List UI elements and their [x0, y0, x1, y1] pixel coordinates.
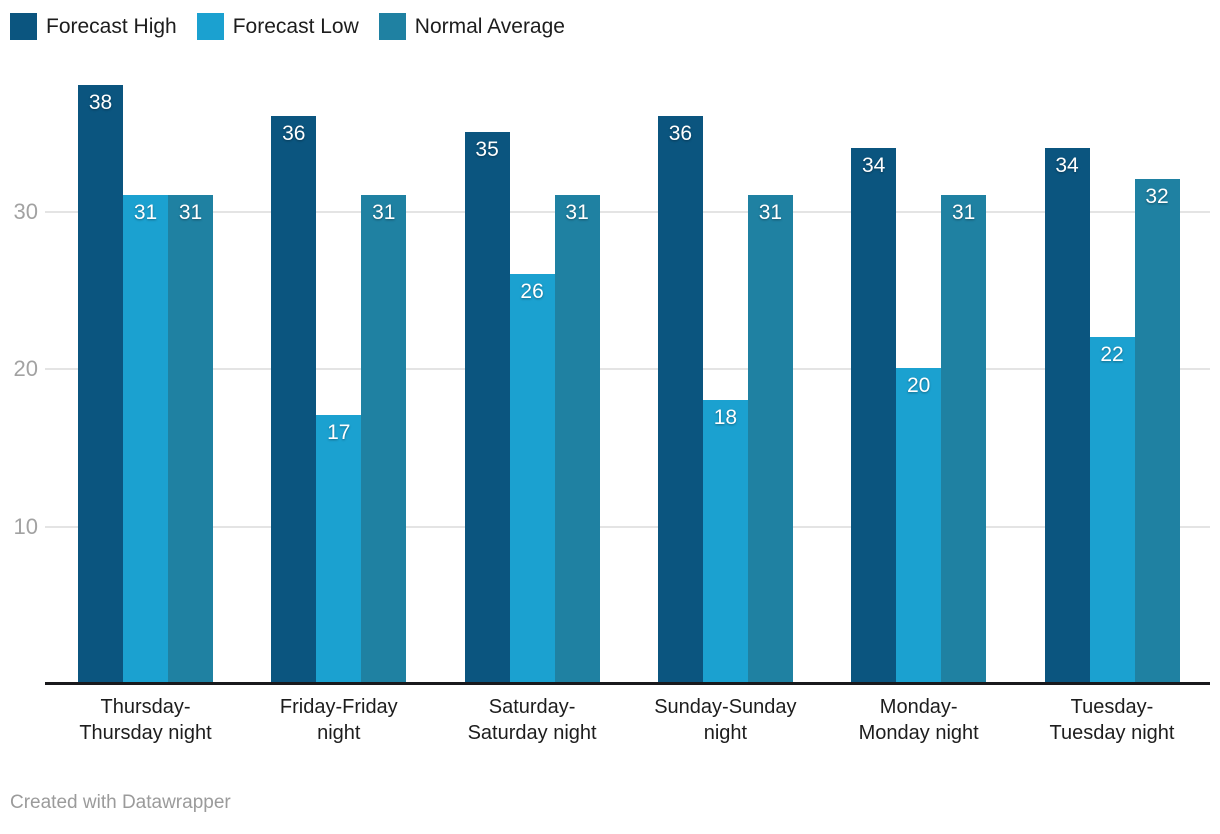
legend-item: Normal Average: [378, 13, 565, 40]
bar-value-label: 32: [1145, 185, 1169, 208]
bar-forecast-high[interactable]: 36: [271, 116, 317, 683]
gridline: [45, 525, 1210, 528]
bar-value-label: 31: [372, 200, 396, 224]
bar-normal-average[interactable]: 31: [554, 194, 600, 683]
bar-value-label: 36: [668, 122, 693, 145]
bar-normal-average[interactable]: 31: [361, 194, 407, 683]
legend-item: Forecast Low: [196, 13, 359, 40]
y-axis-tick-label: 10: [13, 513, 38, 539]
legend-label: Forecast Low: [232, 14, 359, 38]
credit-text: Created with Datawrapper: [10, 792, 231, 813]
bar-normal-average[interactable]: 31: [747, 194, 793, 683]
legend-swatch-icon: [378, 13, 406, 40]
bar-forecast-high[interactable]: 38: [78, 84, 123, 683]
bar-normal-average[interactable]: 31: [941, 194, 987, 683]
x-axis-label: Sunday-Sunday night: [654, 696, 797, 744]
x-axis-label: Tuesday- Tuesday night: [1049, 696, 1175, 744]
legend-label: Forecast High: [46, 14, 177, 38]
bar-value-label: 20: [907, 374, 931, 397]
bar-value-label: 31: [952, 200, 976, 224]
bar-value-label: 22: [1100, 342, 1124, 366]
bar-forecast-low[interactable]: 20: [896, 368, 942, 683]
bar-value-label: 36: [282, 122, 306, 145]
bar-normal-average[interactable]: 31: [168, 194, 213, 683]
legend-swatch-icon: [10, 13, 37, 40]
bar-forecast-low[interactable]: 31: [123, 194, 168, 683]
bar-value-label: 38: [88, 90, 113, 114]
bar-forecast-low[interactable]: 18: [702, 399, 748, 683]
bar-forecast-high[interactable]: 34: [851, 147, 897, 683]
x-axis-label: Friday-Friday night: [279, 696, 398, 744]
bar-value-label: 18: [713, 405, 738, 429]
bar-value-label: 31: [133, 200, 158, 224]
bar-value-label: 26: [520, 279, 544, 303]
bar-forecast-high[interactable]: 34: [1044, 147, 1090, 683]
x-axis-label: Monday- Monday night: [858, 696, 979, 744]
y-axis-tick-label: 30: [13, 198, 38, 224]
bar-value-label: 31: [178, 200, 203, 224]
bar-normal-average[interactable]: 32: [1134, 179, 1180, 683]
bar-forecast-low[interactable]: 17: [316, 415, 362, 683]
legend-label: Normal Average: [414, 14, 565, 38]
gridline: [45, 210, 1210, 213]
bar-value-label: 34: [862, 153, 886, 177]
gridline: [45, 368, 1210, 370]
x-axis-line: [45, 682, 1210, 685]
bar-value-label: 34: [1055, 153, 1079, 177]
x-axis-label: Thursday- Thursday night: [79, 696, 212, 744]
legend-item: Forecast High: [10, 13, 177, 40]
bar-forecast-high[interactable]: 36: [657, 116, 703, 683]
legend: Forecast High Forecast Low Normal Average: [10, 13, 565, 40]
legend-swatch-icon: [196, 13, 224, 40]
x-axis-label: Saturday- Saturday night: [467, 696, 597, 744]
bar-forecast-low[interactable]: 26: [509, 273, 555, 683]
bar-value-label: 35: [475, 137, 499, 161]
bar-forecast-high[interactable]: 35: [464, 131, 510, 683]
bar-value-label: 31: [565, 200, 589, 224]
bar-forecast-low[interactable]: 22: [1089, 336, 1135, 683]
y-axis-tick-label: 20: [13, 356, 38, 381]
bar-value-label: 17: [327, 421, 351, 445]
bar-value-label: 31: [758, 200, 783, 224]
